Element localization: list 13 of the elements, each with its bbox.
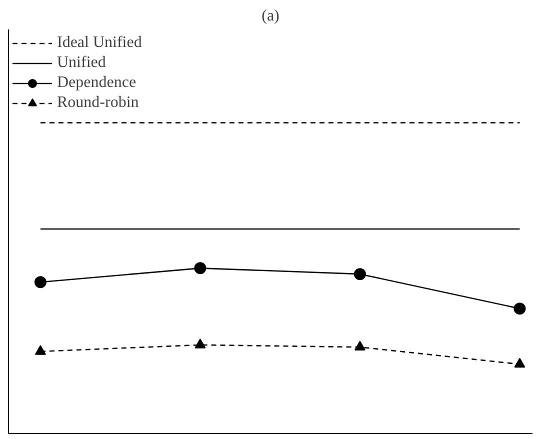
legend-label: Round-robin — [57, 94, 139, 112]
point — [514, 358, 526, 368]
chart-title: (a) — [262, 8, 280, 24]
legend-label: Unified — [57, 54, 106, 72]
point — [354, 268, 366, 280]
legend-label: Ideal Unified — [57, 34, 142, 52]
point — [34, 276, 46, 288]
point — [34, 345, 46, 355]
point — [514, 302, 526, 315]
point — [194, 338, 206, 348]
point — [354, 340, 366, 350]
point — [194, 262, 206, 274]
legend-label: Dependence — [57, 74, 136, 92]
